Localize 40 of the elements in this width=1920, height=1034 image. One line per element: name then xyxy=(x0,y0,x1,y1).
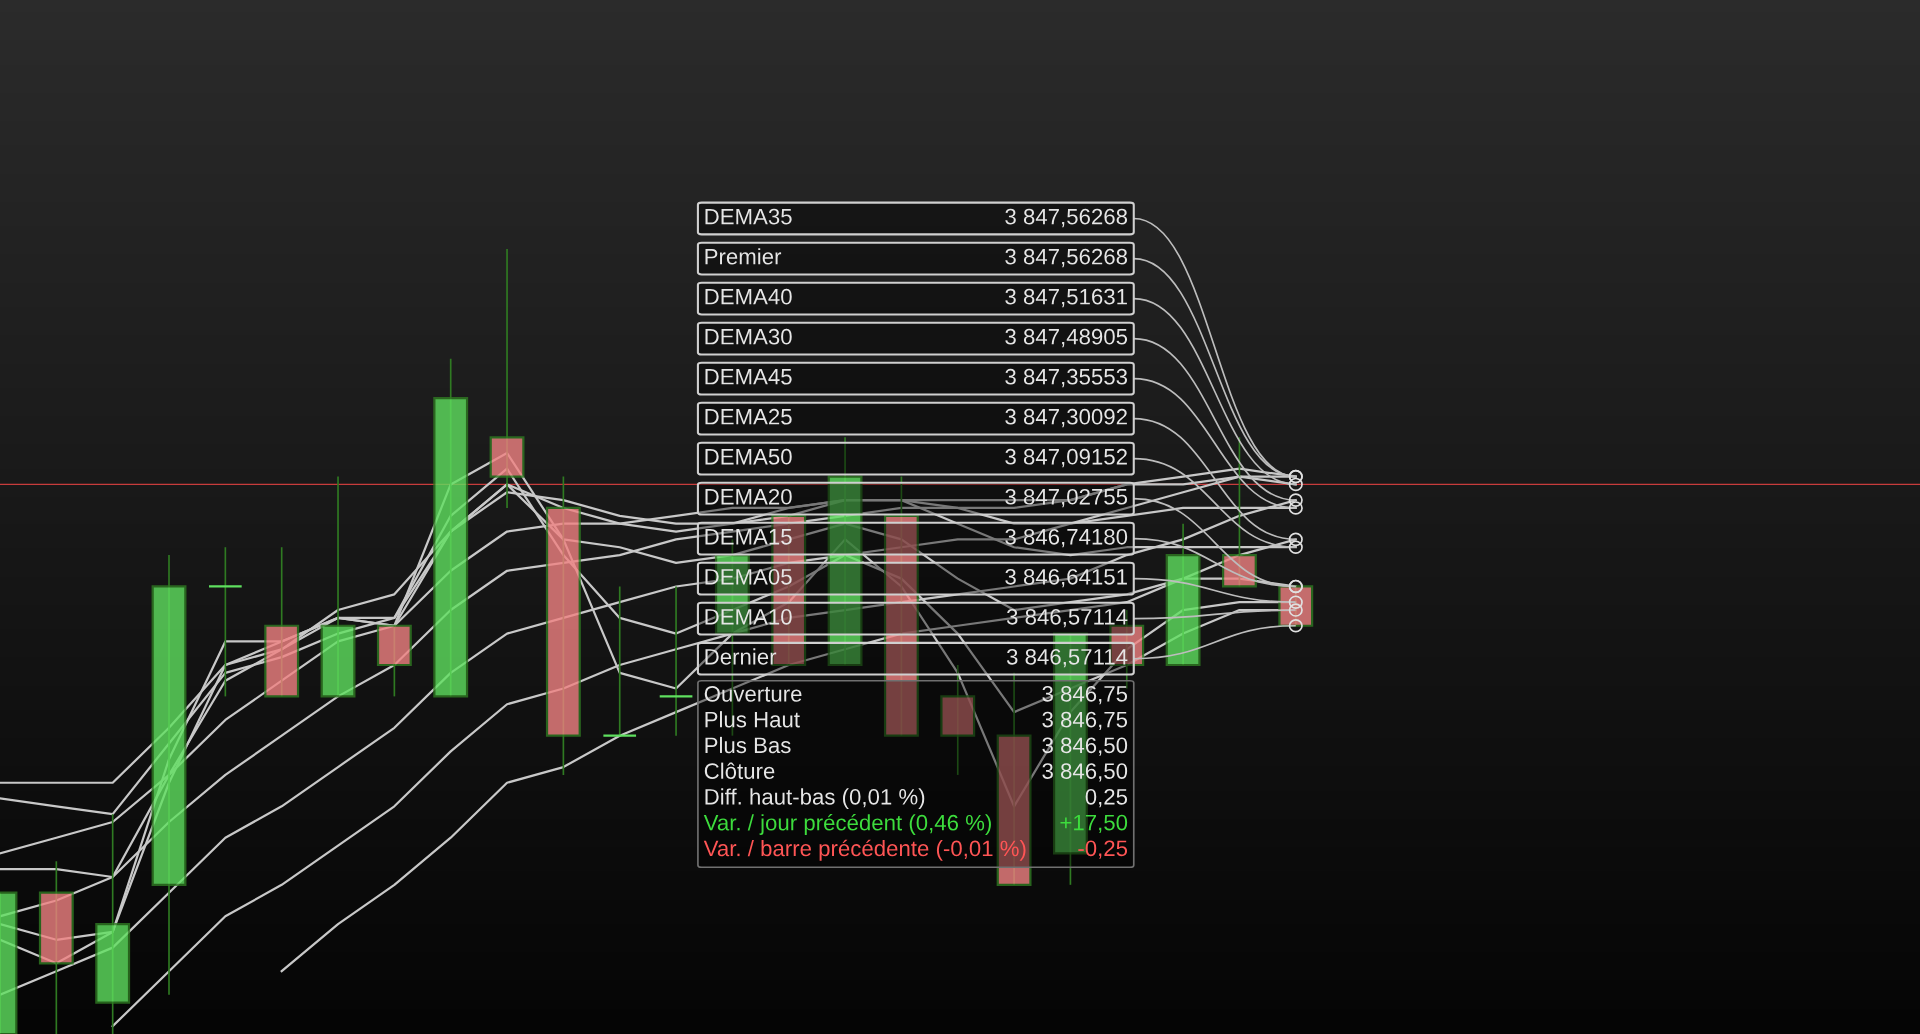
annotation: DEMA20 xyxy=(705,488,792,505)
annotation: 3 847,48905 xyxy=(1005,328,1128,348)
annotation: 3 846,64151 xyxy=(1005,568,1127,588)
annotation: Var. / barre précédente (-0,01 %) xyxy=(703,839,1026,861)
annotation: Plus Haut xyxy=(705,711,800,728)
annotation: 3 846,57114 xyxy=(1006,608,1128,628)
annotation: 0,25 xyxy=(1085,788,1128,808)
annotation: 3 846,75 xyxy=(1042,685,1128,705)
annotation: DEMA25 xyxy=(705,408,792,425)
annotation: Premier xyxy=(705,248,782,265)
annotation: 3 847,09152 xyxy=(1005,448,1127,468)
annotation: DEMA15 xyxy=(705,529,792,545)
annotation: 3 847,02755 xyxy=(1005,488,1128,508)
annotation: Var. / jour précédent (0,46 %) xyxy=(703,813,991,835)
annotation: +17,50 xyxy=(1060,814,1128,834)
annotation: 3 846,50 xyxy=(1042,763,1128,782)
candlestick xyxy=(602,585,638,737)
annotation: 3 846,50 xyxy=(1042,737,1128,756)
annotation: DEMA45 xyxy=(705,369,792,385)
candlestick xyxy=(658,585,694,737)
annotation: 3 847,30092 xyxy=(1005,408,1127,428)
annotation: Diff. haut-bas (0,01 %) xyxy=(705,788,925,810)
annotation: DEMA30 xyxy=(705,328,792,345)
annotation: Dernier xyxy=(705,648,777,665)
annotation: DEMA05 xyxy=(705,568,792,585)
annotation: 3 846,74180 xyxy=(1005,528,1128,548)
annotation: Plus Bas xyxy=(705,736,791,754)
annotation: Ouverture xyxy=(704,685,802,702)
annotation: 3 847,51631 xyxy=(1005,288,1127,308)
annotation: -0,25 xyxy=(1078,840,1128,859)
annotation: Clôture xyxy=(704,762,775,779)
text: DEMA35 xyxy=(705,208,792,225)
annotation: 3 846,57114 xyxy=(1006,648,1128,668)
candlestick xyxy=(207,546,243,698)
annotation: DEMA50 xyxy=(705,448,792,465)
annotation: DEMA40 xyxy=(705,288,792,305)
text: 3 847,56268 xyxy=(1005,208,1128,228)
annotation: 3 847,35553 xyxy=(1005,368,1128,388)
annotation: DEMA10 xyxy=(705,608,792,625)
annotation: 3 847,56268 xyxy=(1005,248,1128,268)
